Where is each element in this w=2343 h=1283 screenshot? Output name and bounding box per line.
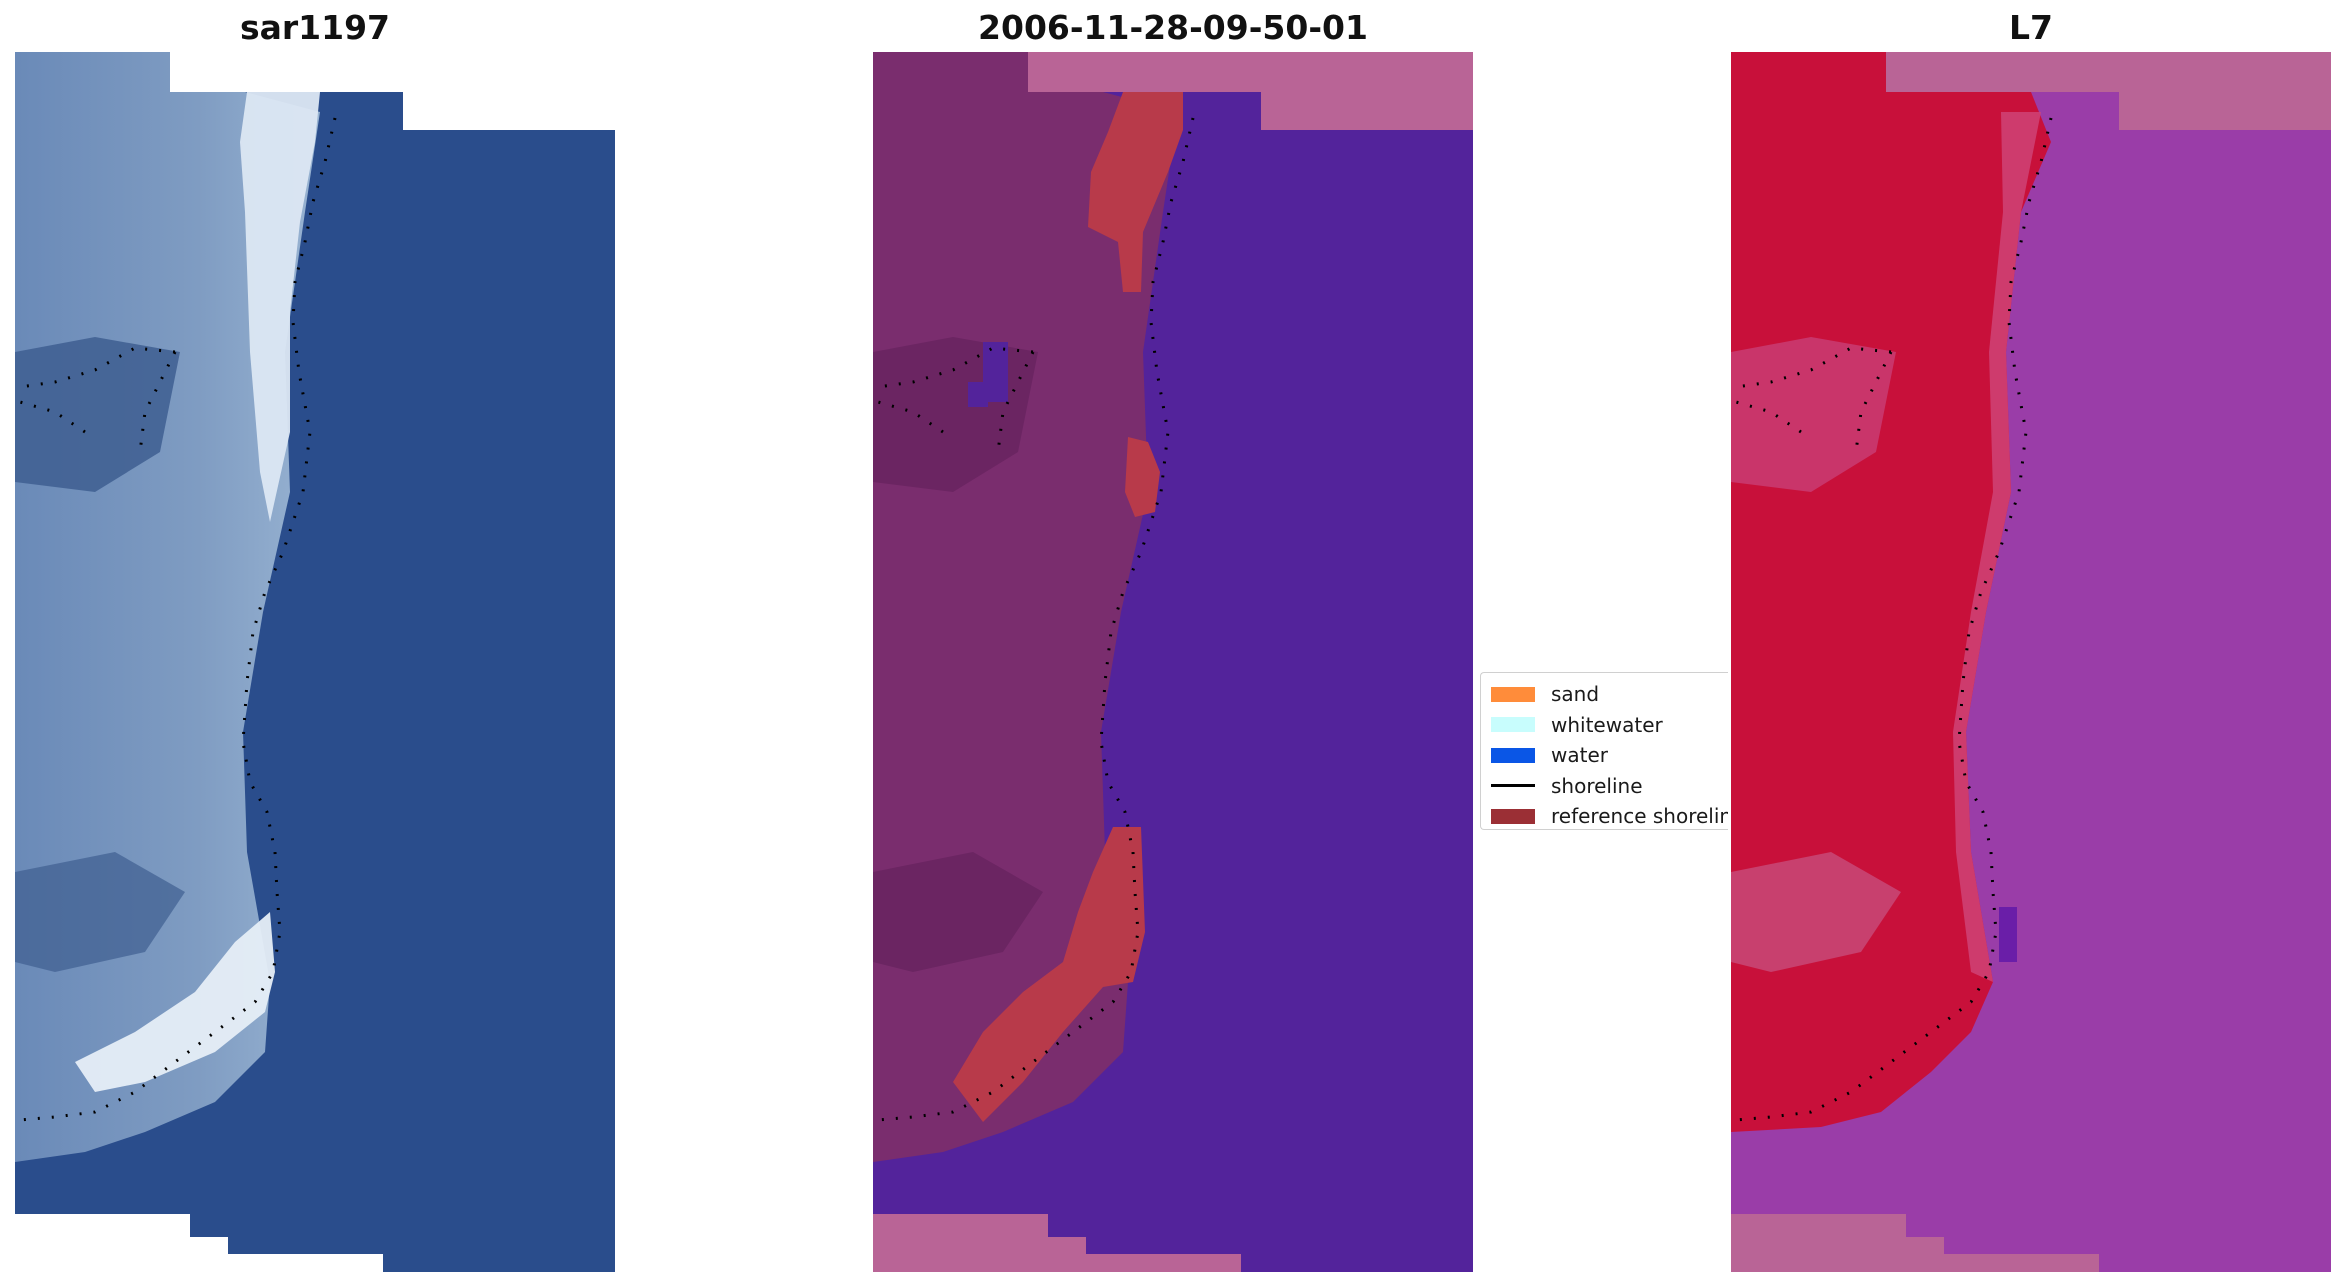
shoreline-line-icon — [1491, 784, 1535, 788]
legend-label-whitewater: whitewater — [1551, 712, 1663, 737]
legend-label-reference-shoreline: reference shoreline — [1551, 804, 1728, 829]
legend-label-sand: sand — [1551, 682, 1600, 707]
panel-title-rgb: sar1197 — [239, 8, 391, 47]
rgb-image — [15, 52, 615, 1272]
legend-item-shoreline: shoreline — [1491, 771, 1728, 802]
legend-item-whitewater: whitewater — [1491, 710, 1728, 741]
panel-title-index: L7 — [2009, 8, 2053, 47]
legend: sand whitewater water shoreline referenc… — [1480, 672, 1728, 830]
legend-label-shoreline: shoreline — [1551, 773, 1643, 798]
rgb-image-panel — [15, 52, 615, 1272]
classification-image — [873, 52, 1473, 1272]
legend-item-water: water — [1491, 740, 1728, 771]
legend-label-water: water — [1551, 743, 1608, 768]
legend-item-sand: sand — [1491, 679, 1728, 710]
reference-shoreline-swatch-icon — [1491, 808, 1535, 824]
sand-swatch-icon — [1491, 686, 1535, 702]
index-image — [1731, 52, 2331, 1272]
index-panel — [1731, 52, 2331, 1272]
water-swatch-icon — [1491, 747, 1535, 763]
classification-panel — [873, 52, 1473, 1272]
whitewater-swatch-icon — [1491, 717, 1535, 733]
panel-title-classification: 2006-11-28-09-50-01 — [978, 8, 1368, 47]
legend-item-reference-shoreline: reference shoreline — [1491, 801, 1728, 829]
